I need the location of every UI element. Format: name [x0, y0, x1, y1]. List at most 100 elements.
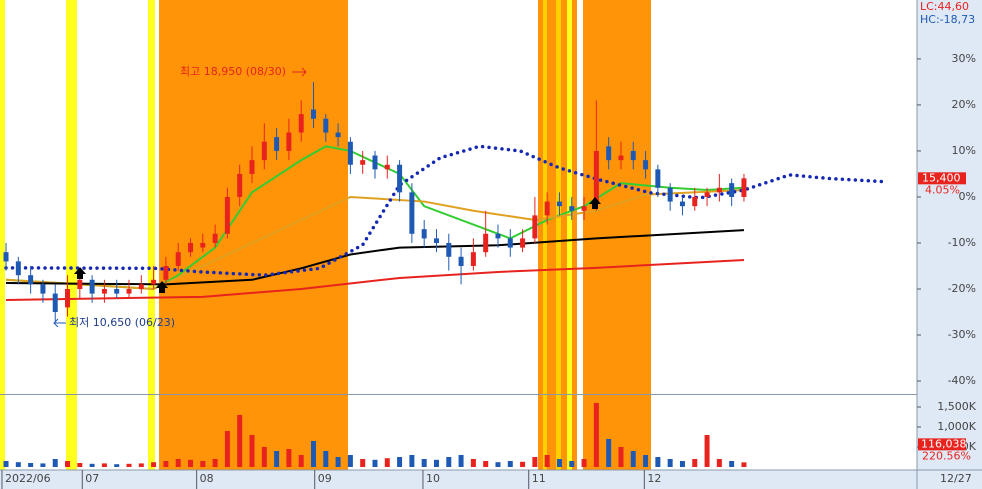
candle-body	[15, 261, 21, 276]
candle-body	[360, 160, 366, 165]
volume-bar	[40, 463, 46, 467]
candle-body	[372, 155, 378, 170]
plot	[3, 81, 888, 467]
y-tick-label: 10%	[952, 144, 976, 157]
volume-bar	[692, 459, 698, 467]
volume-bar	[556, 459, 562, 467]
x-tick-label: 07	[85, 472, 99, 485]
candle-body	[310, 109, 316, 119]
candle-body	[470, 252, 476, 266]
candle-body	[679, 201, 685, 207]
candle-body	[28, 275, 34, 285]
volume-bar	[729, 461, 735, 467]
band	[159, 0, 348, 470]
candle-body	[224, 196, 230, 234]
annotation-arrow	[292, 67, 307, 77]
volume-bar	[655, 457, 661, 467]
low-annotation: 최저 10,650 (06/23)	[69, 316, 175, 329]
candle-body	[667, 187, 673, 202]
volume-bar	[310, 441, 316, 467]
volume-bar	[3, 461, 9, 467]
candle-body	[151, 279, 157, 285]
candle-body	[729, 183, 735, 197]
volume-bar	[704, 435, 710, 467]
volume-bar	[372, 459, 378, 467]
y-tick-label: 1,000K	[937, 420, 976, 433]
candle-body	[114, 288, 120, 294]
volume-bar	[335, 457, 341, 467]
candle-body	[704, 192, 710, 197]
band	[0, 0, 5, 470]
volume-bar	[261, 447, 267, 467]
candle-body	[101, 288, 107, 294]
candle-body	[520, 238, 526, 248]
last-date: 12/27	[940, 472, 972, 485]
y-tick-label: -40%	[948, 374, 976, 387]
volume-bar	[237, 415, 243, 467]
signal-arrow	[589, 197, 601, 209]
last-change: 4.05%	[925, 183, 960, 196]
volume-bar	[114, 464, 120, 467]
volume-bar	[360, 459, 366, 467]
candle-body	[40, 284, 46, 294]
candle-body	[507, 238, 513, 248]
candle-body	[89, 279, 95, 294]
volume-bar	[483, 461, 489, 467]
candle-body	[544, 201, 550, 216]
candle-body	[643, 160, 649, 170]
volume-bar	[200, 461, 206, 467]
x-tick-label: 11	[532, 472, 546, 485]
hc-label: HC:-18,73	[920, 13, 975, 26]
last-volume: 116,038	[921, 437, 967, 450]
candle-body	[274, 137, 280, 151]
volume-bar	[347, 455, 353, 467]
candle-body	[163, 265, 169, 280]
candle-body	[716, 187, 722, 193]
volume-bar	[397, 457, 403, 467]
candle-body	[593, 150, 599, 202]
volume-bar	[65, 461, 71, 467]
volume-bar	[224, 431, 230, 467]
volume-bar	[384, 458, 390, 467]
band	[567, 0, 572, 470]
candle-body	[126, 288, 132, 294]
candle-body	[52, 293, 58, 313]
volume-bar	[249, 435, 255, 467]
candle-body	[458, 256, 464, 266]
candle-body	[741, 178, 747, 197]
volume-bar	[593, 403, 599, 467]
y-tick-label: 30%	[952, 52, 976, 65]
last-price: 15,400	[922, 171, 961, 184]
volume-bar	[298, 455, 304, 467]
volume-bar	[433, 459, 439, 467]
signal-arrow	[156, 281, 168, 293]
y-tick-label: -20%	[948, 282, 976, 295]
x-tick-label: 08	[200, 472, 214, 485]
volume-bar	[606, 439, 612, 467]
candle-body	[347, 141, 353, 165]
volume-bar	[520, 461, 526, 467]
volume-bar	[15, 462, 21, 467]
dotted-line	[4, 144, 888, 277]
volume-bar	[470, 459, 476, 467]
volume-bar	[77, 463, 83, 467]
volume-bar	[446, 457, 452, 467]
candle-body	[237, 173, 243, 197]
candle-body	[175, 252, 181, 266]
candle-body	[65, 288, 71, 308]
band	[543, 0, 547, 470]
price-box	[918, 172, 966, 185]
volume-bar	[212, 459, 218, 467]
candle-body	[397, 164, 403, 193]
lc-label: LC:44,60	[920, 0, 969, 13]
x-tick-label: 09	[318, 472, 332, 485]
candle-body	[618, 155, 624, 161]
volume-bar	[138, 463, 144, 467]
y-tick-label: 20%	[952, 98, 976, 111]
volume-box	[918, 438, 966, 451]
candle-body	[606, 146, 612, 161]
volume-bar	[52, 459, 58, 467]
volume-bar	[409, 455, 415, 467]
candle-body	[200, 242, 206, 248]
y-tick-label: 0%	[959, 190, 976, 203]
